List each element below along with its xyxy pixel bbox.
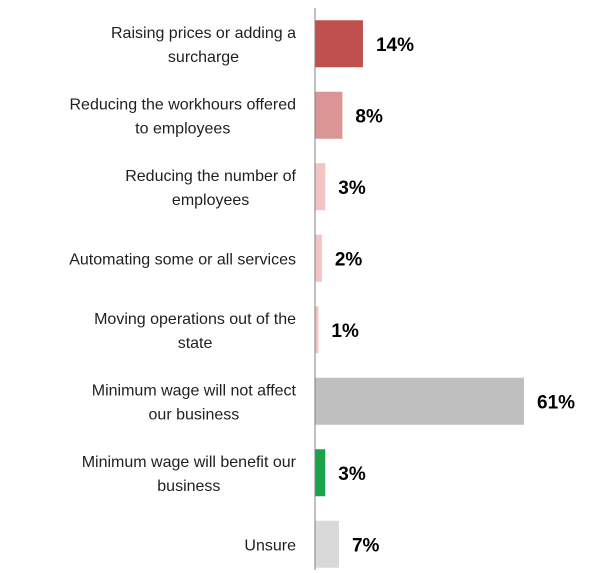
bar [315,306,319,354]
bar [315,20,363,68]
value-label: 2% [335,249,363,270]
value-label: 61% [537,392,575,413]
category-label: Automating some or all services [69,251,296,268]
value-label: 8% [355,106,383,127]
bar [315,163,326,211]
bar [315,234,322,282]
bars-layer [315,20,524,568]
value-label: 3% [338,464,366,485]
category-label: Raising prices or adding a surcharge [111,25,296,66]
value-labels: 14% 8% 3% 2% 1% 61% 3% 7% [331,35,575,557]
category-label: Unsure [244,537,296,554]
category-labels: Raising prices or adding a surcharge Reduc… [69,25,296,555]
value-label: 3% [338,178,366,199]
value-label: 7% [352,535,380,556]
category-label: Minimum wage will benefit our business [82,454,297,495]
category-label: Moving operations out of the state [94,311,296,352]
category-label: Minimum wage will not affect our business [92,382,297,423]
category-label: Reducing the number of employees [125,168,296,209]
bar [315,520,339,568]
bar [315,377,524,425]
category-label: Reducing the workhours offered to employe… [69,96,296,137]
value-label: 14% [376,35,414,56]
bar [315,91,343,139]
bar [315,449,326,497]
value-label: 1% [331,321,359,342]
